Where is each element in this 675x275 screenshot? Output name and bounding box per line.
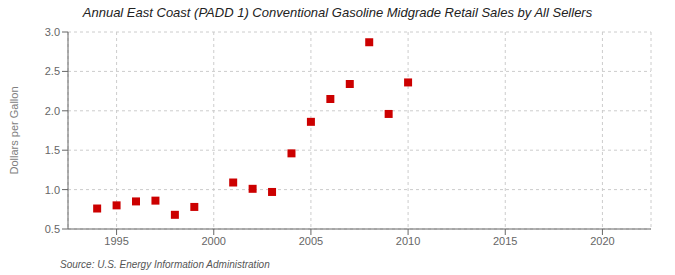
svg-text:Dollars per Gallon: Dollars per Gallon: [8, 86, 20, 174]
svg-text:2020: 2020: [590, 235, 614, 247]
svg-text:2000: 2000: [202, 235, 226, 247]
svg-text:2010: 2010: [396, 235, 420, 247]
svg-text:2.5: 2.5: [45, 65, 60, 77]
html-text:Annual East Coast (PADD 1) Con: Annual East Coast (PADD 1) Conventional …: [82, 5, 593, 20]
svg-text:1.0: 1.0: [45, 184, 60, 196]
svg-text:2015: 2015: [493, 235, 517, 247]
svg-text:1.5: 1.5: [45, 144, 60, 156]
svg-text:1995: 1995: [104, 235, 128, 247]
svg-text:3.0: 3.0: [45, 26, 60, 38]
svg-text:0.5: 0.5: [45, 223, 60, 235]
svg-text:2005: 2005: [299, 235, 323, 247]
svg-text:2.0: 2.0: [45, 105, 60, 117]
html-text:Source: U.S. Energy Informatio: Source: U.S. Energy Information Administ…: [60, 259, 270, 270]
